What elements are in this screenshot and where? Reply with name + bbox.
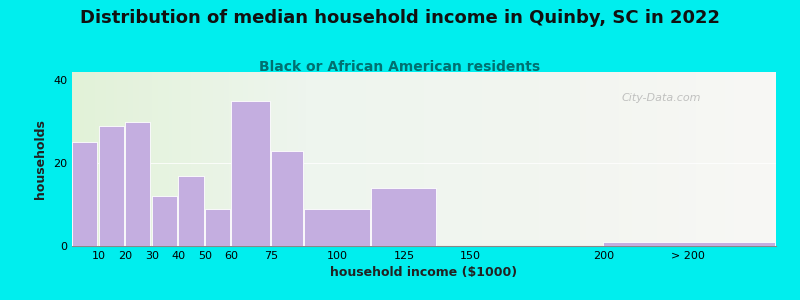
Bar — [178, 176, 203, 246]
Bar — [205, 209, 230, 246]
Bar — [371, 188, 436, 246]
Bar — [271, 151, 303, 246]
Text: Black or African American residents: Black or African American residents — [259, 60, 541, 74]
Y-axis label: households: households — [34, 119, 47, 199]
X-axis label: household income ($1000): household income ($1000) — [330, 266, 518, 279]
Bar — [231, 101, 270, 246]
Bar — [305, 209, 370, 246]
Bar — [603, 242, 774, 246]
Bar — [72, 142, 98, 246]
Text: City-Data.com: City-Data.com — [621, 93, 701, 103]
Bar — [98, 126, 124, 246]
Text: Distribution of median household income in Quinby, SC in 2022: Distribution of median household income … — [80, 9, 720, 27]
Bar — [125, 122, 150, 246]
Bar — [152, 196, 177, 246]
